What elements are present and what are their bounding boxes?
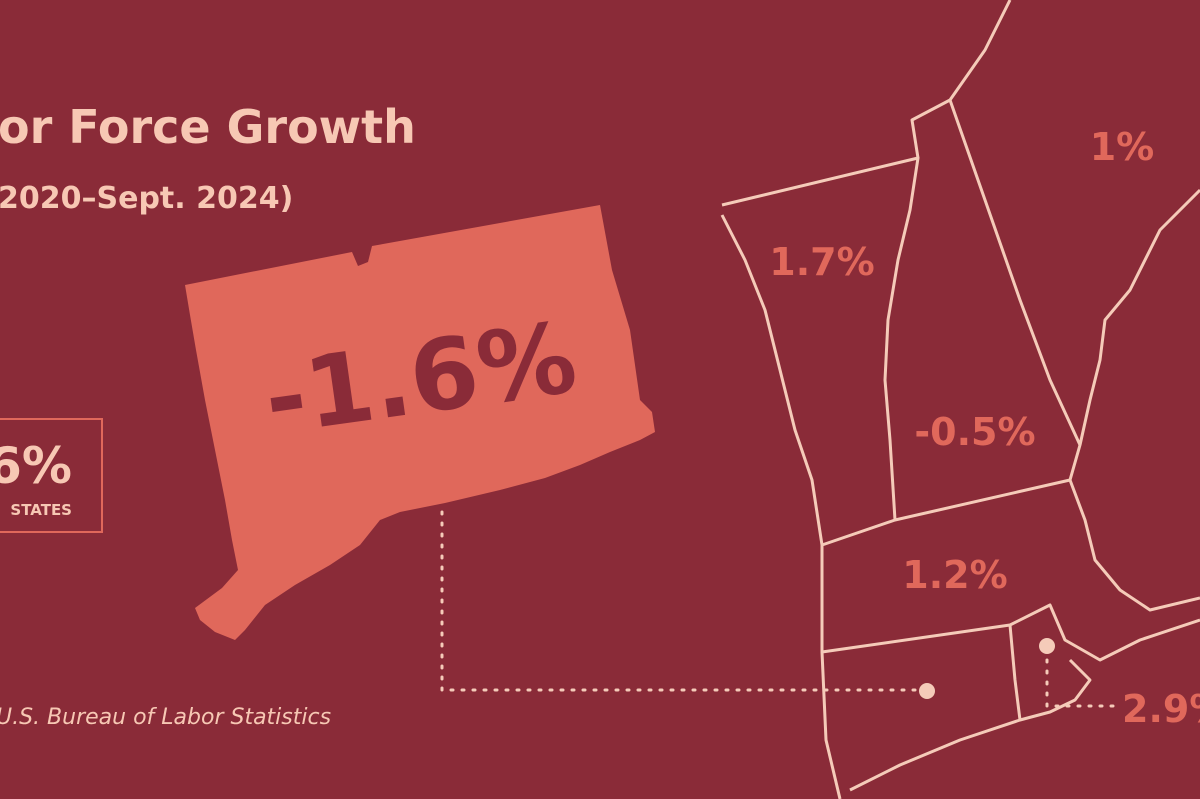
ri-outline <box>1019 658 1092 722</box>
state-label: 1% <box>1090 125 1155 169</box>
ma-outline <box>894 478 1200 612</box>
connector <box>1045 658 1117 708</box>
nh-outline <box>910 0 1012 159</box>
marker <box>1039 638 1055 654</box>
callout-label: STATES <box>10 501 72 519</box>
nh-maine-border <box>948 99 1082 446</box>
connector <box>440 510 917 692</box>
callout-box <box>0 418 103 533</box>
ct-outline <box>820 651 842 799</box>
marker <box>919 683 935 699</box>
subtitle: 2020–Sept. 2024) <box>0 181 293 216</box>
highlight-shape <box>185 205 655 640</box>
state-label: 2.9% <box>1122 687 1200 731</box>
state-label: 1.2% <box>902 553 1007 597</box>
state-outlines <box>720 0 1200 799</box>
ct-ri-border <box>849 624 1022 792</box>
source: U.S. Bureau of Labor Statistics <box>0 705 331 730</box>
maine-coast <box>1068 188 1200 481</box>
title: or Force Growth <box>0 100 416 154</box>
state-label: 1.7% <box>769 240 874 284</box>
callout-value: 6% <box>0 437 72 495</box>
ma-bottom <box>820 545 1200 662</box>
state-label: -0.5% <box>914 410 1035 454</box>
